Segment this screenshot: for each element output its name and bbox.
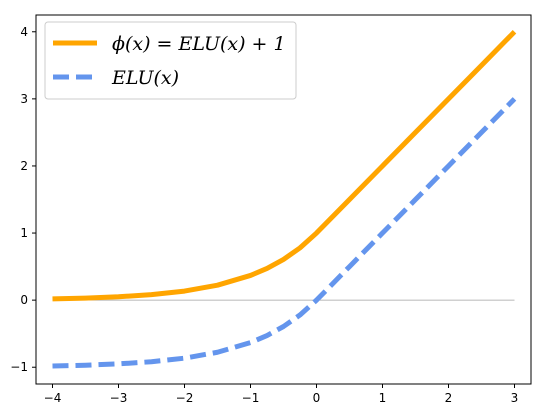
- x-tick-label: 2: [445, 391, 453, 405]
- series-line-elu: [52, 97, 517, 369]
- x-tick-label: −3: [110, 391, 128, 405]
- x-tick-label: 3: [511, 391, 519, 405]
- legend-box: [44, 21, 297, 100]
- series-line-phi: [52, 30, 517, 302]
- x-tick-label: 1: [379, 391, 387, 405]
- y-tick-label: 2: [20, 159, 28, 173]
- y-tick-label: −1: [10, 360, 28, 374]
- x-tick-label: −2: [176, 391, 194, 405]
- x-tick-label: 0: [313, 391, 321, 405]
- x-tick-label: −1: [242, 391, 260, 405]
- y-tick-label: 1: [20, 226, 28, 240]
- y-tick-label: 3: [20, 92, 28, 106]
- legend: ϕ(x) = ELU(x) + 1 ELU(x): [44, 21, 297, 100]
- x-tick-label: −4: [44, 391, 62, 405]
- y-tick-label: 4: [20, 25, 28, 39]
- legend-label-elu: ELU(x): [111, 67, 179, 89]
- legend-label-phi: ϕ(x) = ELU(x) + 1: [112, 33, 286, 55]
- y-tick-label: 0: [20, 293, 28, 307]
